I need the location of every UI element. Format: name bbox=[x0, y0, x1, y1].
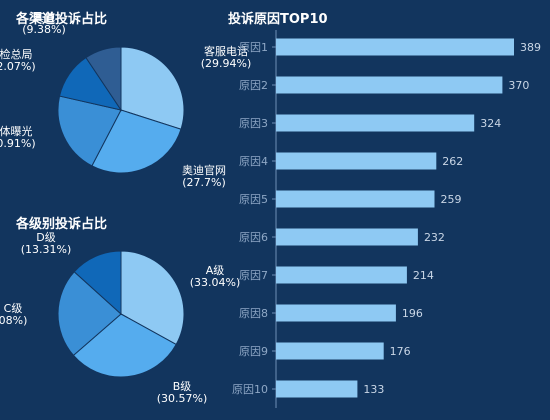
pie1-pct-4: (9.38%) bbox=[22, 23, 66, 36]
bar-category-label-0: 原因1 bbox=[239, 41, 268, 54]
pie1-pct-2: 0.91%) bbox=[0, 137, 36, 150]
bar-category-label-9: 原因10 bbox=[232, 383, 268, 396]
pie1-label-0: 客服电话 bbox=[204, 44, 248, 58]
bar-value-label-1: 370 bbox=[508, 79, 529, 92]
pie2-slice-3 bbox=[73, 250, 122, 316]
pie2-slice-2 bbox=[57, 271, 122, 357]
pie1-slice-0 bbox=[120, 46, 185, 130]
pie1-pct-3: 2.07%) bbox=[0, 60, 36, 73]
pie1-label-4: 其他 bbox=[33, 11, 55, 24]
channel-pie-title: 各渠道投诉占比 bbox=[16, 12, 108, 27]
bar-5 bbox=[276, 228, 418, 246]
pie2-pct-2: 08%) bbox=[0, 314, 27, 327]
bar-value-label-8: 176 bbox=[390, 345, 411, 358]
pie1-slice-4 bbox=[85, 46, 122, 112]
bar-value-label-0: 389 bbox=[520, 41, 541, 54]
bar-category-label-2: 原因3 bbox=[239, 117, 268, 130]
reason-bar-title: 投诉原因TOP10 bbox=[228, 12, 328, 27]
pie2-label-2: C级 bbox=[4, 302, 23, 315]
pie1-slice-1 bbox=[91, 109, 182, 174]
pie1-pct-1: (27.7%) bbox=[182, 176, 226, 189]
pie2-slice-1 bbox=[72, 313, 177, 378]
pie2-slice-0 bbox=[120, 250, 185, 346]
pie2-pct-3: (13.31%) bbox=[21, 243, 72, 256]
bar-category-label-5: 原因6 bbox=[239, 231, 268, 244]
bar-category-label-6: 原因7 bbox=[239, 269, 268, 282]
pie1-label-2: 体曝光 bbox=[0, 124, 33, 138]
bar-category-label-1: 原因2 bbox=[239, 79, 268, 92]
bar-category-label-8: 原因9 bbox=[239, 345, 268, 358]
bar-1 bbox=[276, 76, 503, 94]
pie2-label-1: B级 bbox=[173, 380, 192, 393]
bar-8 bbox=[276, 342, 384, 360]
bar-category-label-7: 原因8 bbox=[239, 307, 268, 320]
pie2-label-3: D级 bbox=[36, 231, 55, 244]
bar-value-label-3: 262 bbox=[442, 155, 463, 168]
bar-0 bbox=[276, 38, 514, 56]
pie1-label-3: 检总局 bbox=[0, 47, 33, 61]
pie2-label-0: A级 bbox=[206, 264, 225, 277]
bar-6 bbox=[276, 266, 407, 284]
bar-9 bbox=[276, 380, 358, 398]
pie1-slice-2 bbox=[57, 95, 122, 167]
bar-2 bbox=[276, 114, 475, 132]
level-pie-title: 各级别投诉占比 bbox=[16, 217, 108, 232]
bar-7 bbox=[276, 304, 396, 322]
bar-category-label-3: 原因4 bbox=[239, 155, 268, 168]
bar-category-label-4: 原因5 bbox=[239, 193, 268, 206]
pie2-pct-0: (33.04%) bbox=[190, 276, 241, 289]
bar-4 bbox=[276, 190, 435, 208]
bar-value-label-9: 133 bbox=[363, 383, 384, 396]
pie2-pct-1: (30.57%) bbox=[157, 392, 208, 405]
bar-value-label-4: 259 bbox=[440, 193, 461, 206]
bar-value-label-7: 196 bbox=[402, 307, 423, 320]
pie1-label-1: 奥迪官网 bbox=[182, 163, 226, 177]
pie1-pct-0: (29.94%) bbox=[201, 57, 252, 70]
bar-3 bbox=[276, 152, 437, 170]
bar-value-label-5: 232 bbox=[424, 231, 445, 244]
bar-value-label-6: 214 bbox=[413, 269, 434, 282]
bar-value-label-2: 324 bbox=[480, 117, 501, 130]
